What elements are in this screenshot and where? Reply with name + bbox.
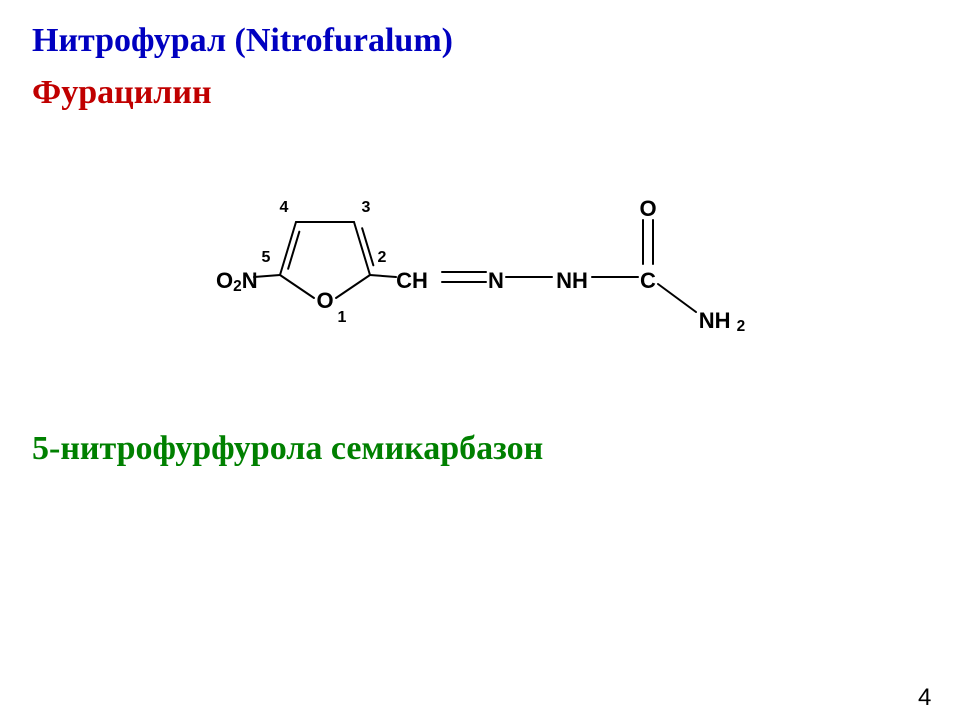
- page-number: 4: [918, 684, 931, 712]
- svg-text:O: O: [639, 196, 656, 221]
- svg-text:4: 4: [280, 199, 289, 216]
- svg-text:C: C: [640, 268, 656, 293]
- svg-text:2: 2: [378, 249, 387, 266]
- title-line-1: Нитрофурал (Nitrofuralum): [32, 22, 453, 60]
- svg-text:O: O: [316, 288, 333, 313]
- svg-text:O2N: O2N: [216, 268, 258, 295]
- iupac-name: 5-нитрофурфурола семикарбазон: [32, 430, 543, 468]
- svg-text:CH: CH: [396, 268, 428, 293]
- svg-text:5: 5: [262, 249, 271, 266]
- svg-text:3: 3: [362, 199, 371, 216]
- title-line-2: Фурацилин: [32, 74, 212, 112]
- chemical-structure: O12345O2NCHNNHCONH 2: [180, 160, 800, 360]
- svg-text:NH: NH: [556, 268, 588, 293]
- svg-text:1: 1: [338, 309, 347, 326]
- svg-text:NH 2: NH 2: [699, 308, 745, 335]
- svg-text:N: N: [488, 268, 504, 293]
